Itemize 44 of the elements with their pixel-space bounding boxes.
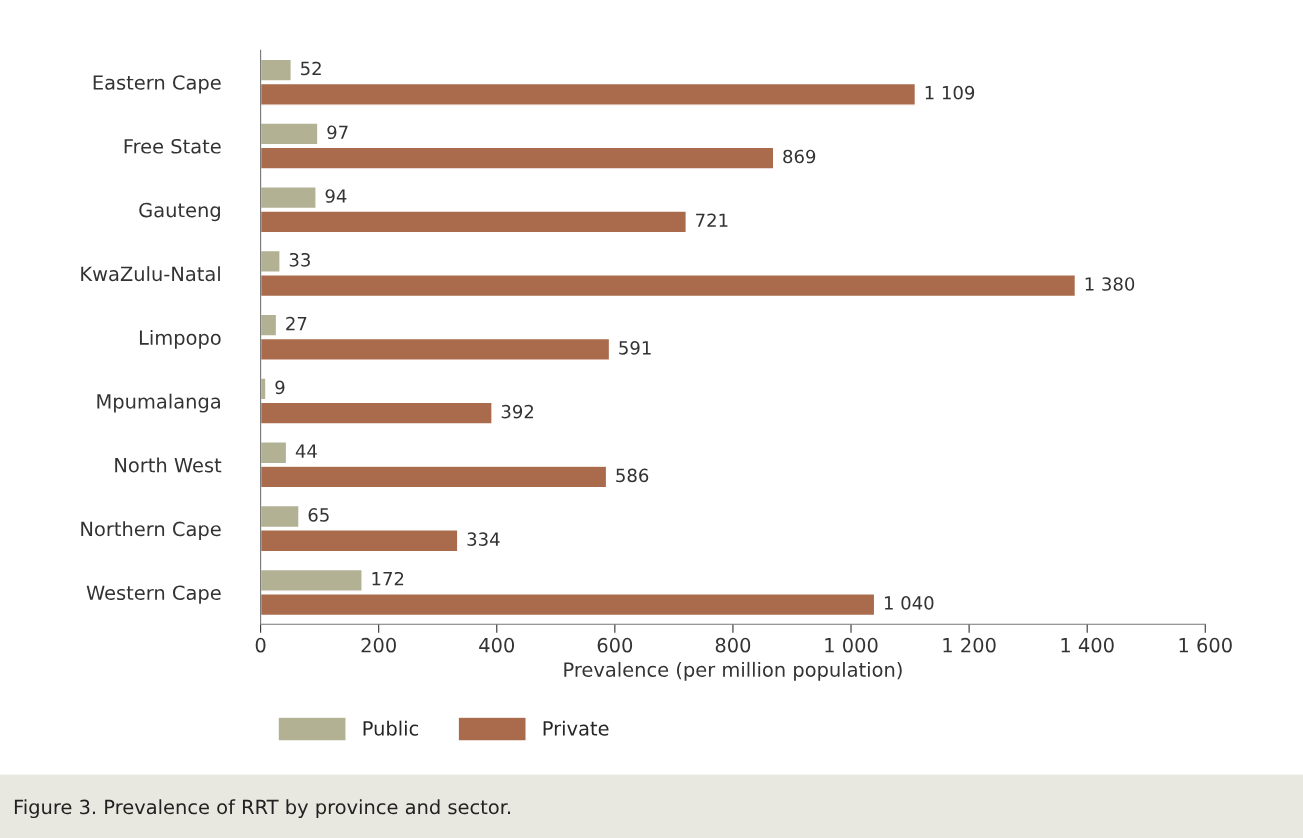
data-label: 586 [616, 468, 649, 483]
data-label: 721 [696, 213, 728, 227]
data-label: 1 109 [925, 85, 975, 100]
data-label: 1 040 [884, 596, 934, 610]
y-tick-label: Gauteng [139, 202, 220, 222]
data-label: 172 [372, 571, 404, 586]
y-tick-label: North West [115, 457, 222, 473]
data-label: 52 [301, 61, 321, 76]
x-tick-label: 1 200 [943, 637, 996, 653]
bar [260, 377, 267, 401]
x-axis-title: Prevalence (per million population) [564, 661, 902, 681]
y-tick-label: Mpumalanga [97, 393, 220, 413]
legend-label: Public [363, 720, 419, 736]
data-label: 33 [289, 252, 310, 267]
data-label: 94 [325, 189, 347, 203]
y-tick-label: Northern Cape [81, 521, 221, 541]
x-tick-label: 1 000 [825, 637, 878, 653]
caption: Figure 3. Prevalence of RRT by province and sector. [14, 799, 511, 819]
data-label: 334 [467, 532, 500, 546]
y-tick-label: Free State [124, 138, 221, 154]
data-label: 591 [619, 341, 651, 355]
y-tick-label: KwaZulu-Natal [81, 266, 220, 282]
bar [260, 401, 493, 425]
x-tick-label: 1 600 [1179, 637, 1232, 653]
x-tick-label: 1 400 [1061, 637, 1114, 653]
data-label: 44 [295, 444, 317, 458]
x-tick-label: 400 [479, 637, 515, 653]
x-tick-label: 200 [361, 637, 396, 653]
x-tick-label: 0 [255, 637, 266, 653]
y-tick-label: Eastern Cape [93, 75, 221, 94]
x-tick-label: 800 [715, 637, 751, 653]
bar [260, 146, 775, 170]
data-label: 392 [501, 404, 534, 419]
y-tick-label: Western Cape [86, 585, 221, 604]
y-tick-label: Limpopo [139, 329, 221, 349]
bar [260, 122, 319, 146]
data-label: 65 [308, 508, 329, 522]
legend-label: Private [543, 720, 609, 736]
x-tick-label: 600 [597, 637, 633, 653]
data-label: 1 380 [1085, 277, 1135, 291]
data-label: 869 [783, 149, 816, 164]
data-label: 27 [286, 316, 307, 331]
data-label: 97 [327, 125, 348, 140]
data-label: 9 [275, 380, 285, 395]
